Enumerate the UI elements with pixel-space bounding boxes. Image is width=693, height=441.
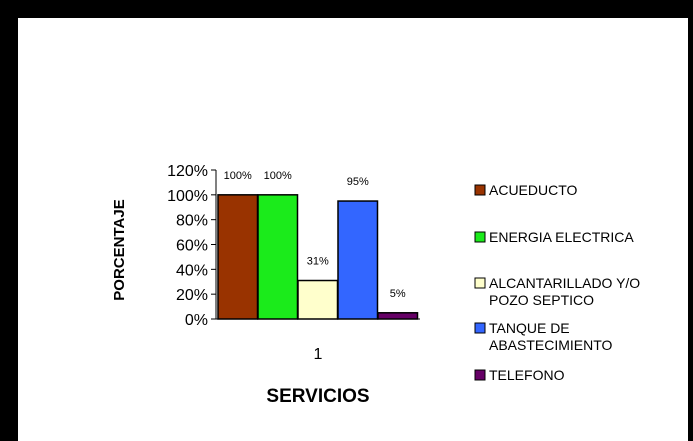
data-label: 100% [264, 170, 292, 182]
legend-label: ABASTECIMIENTO [489, 337, 613, 353]
legend-label: ALCANTARILLADO Y/O [489, 275, 640, 291]
x-category-label: 1 [314, 346, 323, 363]
legend-swatch [475, 323, 485, 333]
data-label: 5% [390, 288, 406, 300]
legend-swatch [475, 370, 485, 380]
legend-swatch [475, 278, 485, 288]
legend-label: TANQUE DE [489, 320, 570, 336]
bar-3 [298, 281, 338, 319]
y-tick-label: 120% [167, 163, 208, 180]
y-tick-label: 60% [176, 238, 208, 255]
y-tick-label: 80% [176, 213, 208, 230]
legend: ACUEDUCTO ENERGIA ELECTRICA ALCANTARILLADO… [475, 182, 640, 383]
legend-label: ACUEDUCTO [489, 182, 578, 198]
y-tick-label: 20% [176, 287, 208, 304]
legend-swatch [475, 232, 485, 242]
legend-swatch [475, 185, 485, 195]
bar-1 [218, 195, 258, 319]
legend-label: POZO SEPTICO [489, 292, 594, 308]
x-axis-title: SERVICIOS [266, 386, 369, 407]
y-tick-label: 0% [185, 312, 208, 329]
data-label: 100% [224, 170, 252, 182]
data-label: 95% [347, 176, 369, 188]
bar-2 [258, 195, 298, 319]
y-tick-label: 40% [176, 262, 208, 279]
legend-label: TELEFONO [489, 367, 565, 383]
bar-5 [378, 313, 418, 319]
legend-label: ENERGIA ELECTRICA [489, 229, 634, 245]
bar-4 [338, 201, 378, 319]
data-label: 31% [307, 256, 329, 268]
y-tick-label: 100% [167, 188, 208, 205]
y-axis-title: PORCENTAJE [111, 199, 128, 300]
